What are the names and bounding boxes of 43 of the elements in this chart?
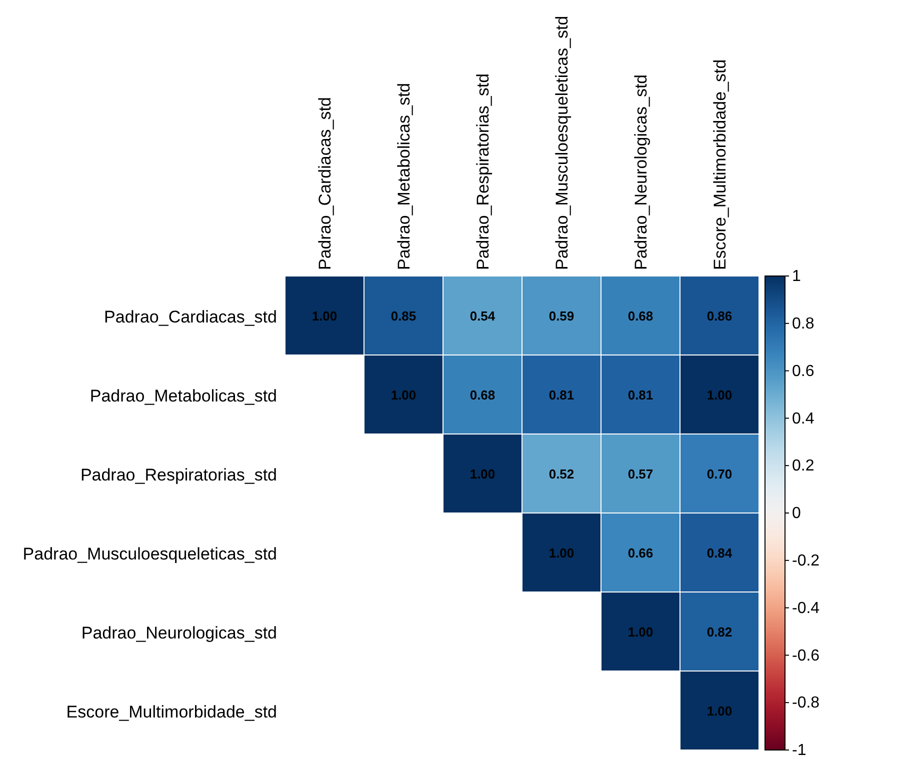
x-tick-label: Escore_Multimorbidade_std — [710, 59, 730, 270]
data-label: 0.86 — [706, 308, 732, 324]
data-label: 1.00 — [548, 546, 574, 560]
data-label: 1.00 — [706, 704, 732, 718]
color-bar-label: 1 — [792, 268, 801, 286]
color-bar-label: 0.6 — [792, 362, 814, 380]
data-label: 0.66 — [628, 546, 654, 560]
color-bar-label: -0.4 — [792, 600, 820, 617]
y-tick-label: Padrao_Metabolicas_std — [90, 386, 277, 406]
y-tick-label: Padrao_Neurologicas_std — [81, 624, 277, 642]
data-label: 0.84 — [706, 546, 733, 560]
data-label: 1.00 — [390, 388, 416, 402]
color-bar-label: -0.8 — [792, 694, 820, 712]
color-bar-label: -1 — [792, 742, 806, 760]
data-label: 0.54 — [470, 308, 496, 324]
y-tick-label: Padrao_Respiratorias_std — [80, 466, 277, 484]
data-label: 1.00 — [312, 308, 338, 324]
color-bar-label: 0 — [792, 505, 801, 522]
data-label: 1.00 — [706, 388, 732, 402]
data-label: 0.81 — [548, 388, 574, 402]
x-tick-label: Padrao_Musculoesqueleticas_std — [552, 16, 572, 270]
data-label: 0.70 — [706, 466, 732, 482]
x-tick-label: Padrao_Neurologicas_std — [632, 74, 650, 270]
color-bar-label: 0.8 — [792, 316, 814, 333]
data-label: 1.00 — [628, 624, 654, 640]
data-label: 0.81 — [628, 388, 654, 402]
data-label: 0.85 — [390, 308, 416, 324]
x-tick-label: Padrao_Respiratorias_std — [474, 73, 492, 270]
color-bar-label: -0.2 — [792, 552, 820, 570]
x-tick-label: Padrao_Metabolicas_std — [394, 82, 414, 270]
data-label: 1.00 — [470, 466, 496, 482]
y-tick-label: Padrao_Cardiacas_std — [104, 308, 277, 326]
color-bar-label: 0.4 — [792, 410, 814, 428]
y-tick-label: Padrao_Musculoesqueleticas_std — [22, 544, 277, 564]
data-label: 0.82 — [706, 624, 732, 640]
data-label: 0.68 — [628, 308, 654, 324]
data-label: 0.57 — [628, 466, 654, 482]
data-label: 0.59 — [548, 308, 574, 324]
color-bar-label: -0.6 — [792, 647, 820, 664]
color-bar-label: 0.2 — [792, 458, 814, 475]
data-label: 0.68 — [470, 388, 496, 402]
data-label: 0.52 — [548, 466, 574, 482]
y-tick-label: Escore_Multimorbidade_std — [66, 702, 277, 722]
